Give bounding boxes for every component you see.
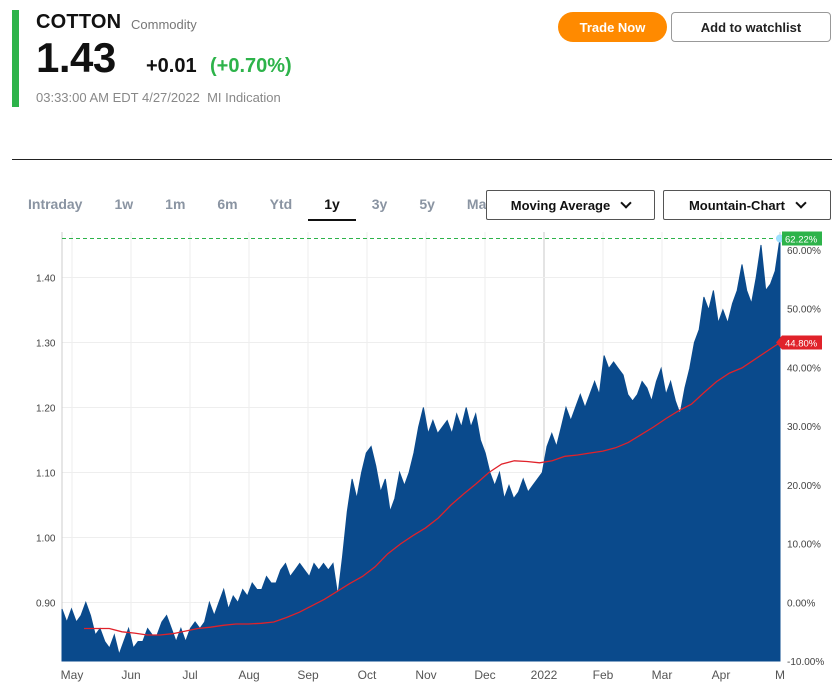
- tab-ytd[interactable]: Ytd: [269, 196, 293, 212]
- header-divider: [12, 159, 832, 160]
- chart-type-dropdown[interactable]: Mountain-Chart: [663, 190, 831, 220]
- x-tick-label: Nov: [415, 668, 436, 682]
- y-tick-label-right: 10.00%: [787, 540, 821, 551]
- tab-1w[interactable]: 1w: [114, 196, 134, 212]
- last-price: 1.43: [36, 34, 116, 81]
- moving-average-dropdown[interactable]: Moving Average: [486, 190, 655, 220]
- tab-1y[interactable]: 1y: [308, 188, 356, 221]
- indication-text: MI Indication: [207, 90, 281, 105]
- chart-svg: 0.90 1.00 1.10 1.20 1.30 1.40 -10.00% 0.00% 10.0…: [36, 231, 824, 682]
- last-price-badge: [782, 231, 822, 246]
- x-tick-label: May: [61, 668, 84, 682]
- y-tick-label-right: 60.00%: [787, 246, 821, 257]
- y-tick-label-left: 1.20: [36, 404, 56, 415]
- tab-5y[interactable]: 5y: [419, 196, 435, 212]
- x-tick-label: Sep: [297, 668, 319, 682]
- y-tick-label-right: 0.00%: [787, 598, 815, 609]
- price-chart[interactable]: 0.90 1.00 1.10 1.20 1.30 1.40 -10.00% 0.00% 10.0…: [0, 228, 837, 698]
- moving-average-badge: [776, 335, 822, 350]
- quote-timestamp: 03:33:00 AM EDT 4/27/2022 MI Indication: [36, 90, 281, 105]
- x-tick-label: Dec: [474, 668, 495, 682]
- instrument-type: Commodity: [131, 17, 197, 32]
- y-tick-label-left: 1.00: [36, 534, 56, 545]
- x-tick-label: Oct: [358, 668, 377, 682]
- moving-average-label: Moving Average: [510, 197, 611, 213]
- x-tick-label: Aug: [238, 668, 259, 682]
- y-tick-label-right: -10.00%: [787, 657, 824, 668]
- y-tick-label-left: 1.10: [36, 469, 56, 480]
- moving-average-badge-text: 44.80%: [785, 339, 818, 350]
- tab-1m[interactable]: 1m: [165, 196, 186, 212]
- tab-6m[interactable]: 6m: [217, 196, 238, 212]
- add-to-watchlist-button[interactable]: Add to watchlist: [671, 12, 831, 42]
- range-tabs: Intraday 1w 1m 6m Ytd 1y 3y 5y Max: [12, 188, 510, 222]
- y-tick-label-right: 50.00%: [787, 305, 821, 316]
- y-tick-label-right: 20.00%: [787, 481, 821, 492]
- x-tick-label: Jul: [182, 668, 197, 682]
- moving-average-line: [84, 341, 781, 636]
- y-tick-label-right: 40.00%: [787, 363, 821, 374]
- x-tick-label: 2022: [531, 668, 558, 682]
- timestamp-text: 03:33:00 AM EDT 4/27/2022: [36, 90, 200, 105]
- chart-type-label: Mountain-Chart: [688, 197, 786, 213]
- trade-now-button[interactable]: Trade Now: [558, 12, 667, 42]
- y-tick-label-right: 30.00%: [787, 422, 821, 433]
- price-area-series: [61, 238, 781, 662]
- tab-intraday[interactable]: Intraday: [28, 196, 83, 212]
- chevron-down-icon: [795, 197, 807, 209]
- price-change: +0.01: [146, 55, 197, 77]
- x-tick-label: M: [775, 668, 785, 682]
- last-price-badge-text: 62.22%: [785, 235, 818, 246]
- y-tick-label-left: 1.30: [36, 339, 56, 350]
- x-tick-label: Feb: [593, 668, 614, 682]
- chevron-down-icon: [620, 197, 632, 209]
- quote-accent-bar: [12, 10, 19, 107]
- x-tick-label: Jun: [121, 668, 140, 682]
- x-tick-label: Mar: [652, 668, 673, 682]
- tab-3y[interactable]: 3y: [371, 196, 388, 212]
- price-change-percent: (+0.70%): [210, 55, 292, 77]
- y-tick-label-left: 0.90: [36, 599, 56, 610]
- x-tick-label: Apr: [712, 668, 731, 682]
- symbol: COTTON: [36, 11, 122, 33]
- y-tick-label-left: 1.40: [36, 274, 56, 285]
